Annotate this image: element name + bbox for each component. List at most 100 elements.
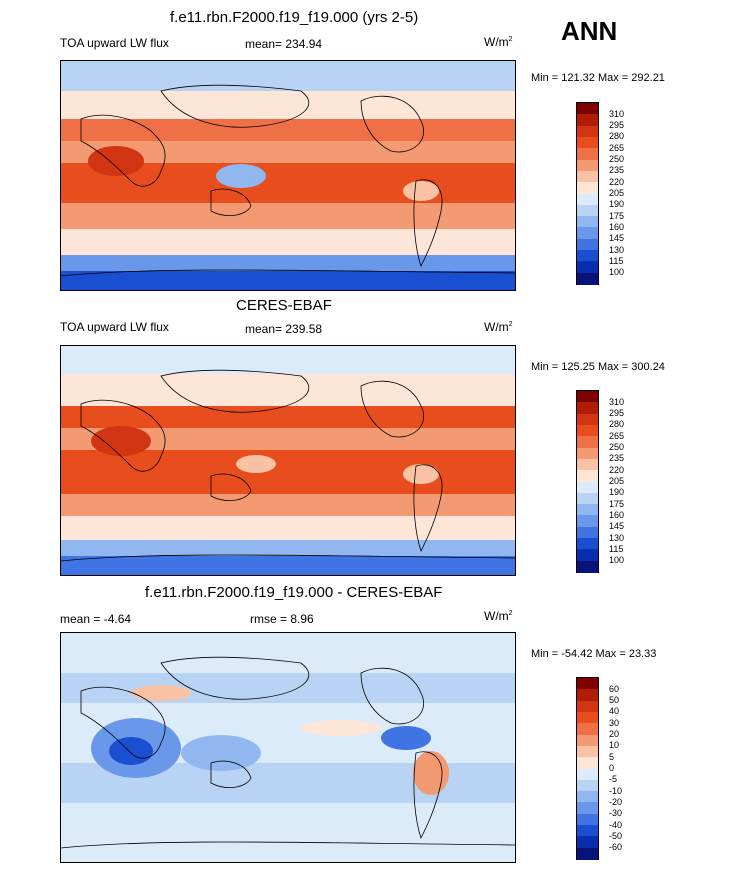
panel2-units-label: W/m2 <box>484 320 513 334</box>
colorbar-cell <box>577 836 598 849</box>
colorbar-cell <box>577 391 598 403</box>
colorbar-tick-label: 280 <box>609 419 625 430</box>
colorbar-tick-label: 205 <box>609 188 625 198</box>
colorbar-cell <box>577 768 598 781</box>
colorbar-tick-label: -10 <box>609 785 623 796</box>
colorbar-cell <box>577 402 598 415</box>
colorbar-cell <box>577 413 598 426</box>
colorbar-tick-label: -60 <box>609 842 623 853</box>
colorbar-cell <box>577 847 598 860</box>
colorbar-tick-label: 100 <box>609 267 625 278</box>
colorbar-cell <box>577 182 598 194</box>
colorbar-tick-label: 265 <box>609 142 625 153</box>
colorbar-cell <box>577 492 598 505</box>
colorbar-tick-label: 115 <box>609 543 624 554</box>
colorbar-cell <box>577 757 598 769</box>
colorbar-cell <box>577 689 598 702</box>
panel3-colorbar: 60 50 40 30 20 10 5 0 -5 -10 -20 -30 -40 -50 -60 <box>576 677 622 860</box>
colorbar-cell <box>577 136 598 149</box>
panel2-minmax: Min = 125.25 Max = 300.24 <box>531 361 665 373</box>
panel2-mean-label: mean= 239.58 <box>245 322 323 336</box>
colorbar-tick-label: 205 <box>609 476 625 486</box>
colorbar-cell <box>577 825 598 837</box>
panel1-units-label: W/m2 <box>484 35 513 49</box>
colorbar-cell <box>577 526 598 539</box>
colorbar-tick-label: 20 <box>609 729 620 740</box>
colorbar-cell <box>577 481 598 494</box>
season-label: ANN <box>561 16 618 46</box>
colorbar-cell <box>577 193 598 206</box>
panel3-mean-label: mean = -4.64 <box>60 612 132 626</box>
colorbar-tick-label: 130 <box>609 532 625 543</box>
panel2-colorbar: 310 295 280 265 250 235 220 205 190 175 160 145 130 1… <box>576 390 624 573</box>
colorbar-cell <box>577 424 598 437</box>
colorbar-cell <box>577 261 598 274</box>
colorbar-tick-label: -50 <box>609 830 623 841</box>
colorbar-tick-label: 190 <box>609 199 625 210</box>
colorbar-tick-label: 130 <box>609 244 625 255</box>
colorbar-cell <box>577 436 598 449</box>
colorbar-cell <box>577 103 598 115</box>
colorbar-cell <box>577 458 598 471</box>
colorbar-tick-label: 250 <box>609 442 625 453</box>
colorbar-tick-label: 10 <box>609 740 620 751</box>
panel1-map-svg <box>61 61 515 290</box>
colorbar-cell <box>577 549 598 562</box>
colorbar-cell <box>577 227 598 240</box>
colorbar-tick-label: 295 <box>609 120 625 131</box>
colorbar-tick-label: 160 <box>609 509 625 520</box>
panel1-minmax: Min = 121.32 Max = 292.21 <box>531 72 665 84</box>
colorbar-cell <box>577 447 598 460</box>
panel3-map <box>60 632 516 863</box>
colorbar-cell <box>577 779 598 792</box>
colorbar-cell <box>577 538 598 550</box>
colorbar-cell <box>577 700 598 713</box>
colorbar-tick-label: -40 <box>609 819 623 830</box>
colorbar-cell <box>577 216 598 228</box>
panel1-title: f.e11.rbn.F2000.f19_f19.000 (yrs 2-5) <box>170 9 419 26</box>
panel2-variable-label: TOA upward LW flux <box>60 320 169 334</box>
colorbar-cell <box>577 470 598 482</box>
colorbar-cell <box>577 711 598 724</box>
panel3-rmse-label: rmse = 8.96 <box>250 612 314 626</box>
colorbar-tick-label: 145 <box>609 521 625 532</box>
panel2-map-svg <box>61 346 515 575</box>
colorbar-cell <box>577 734 598 747</box>
colorbar-cell <box>577 678 598 690</box>
panel1-colorbar: 310 295 280 265 250 235 220 205 190 175 160 145 130 1… <box>576 102 624 285</box>
panel3-units-label: W/m2 <box>484 609 513 623</box>
colorbar-cell <box>577 813 598 826</box>
colorbar-tick-label: 30 <box>609 717 620 728</box>
colorbar-cell <box>577 170 598 183</box>
colorbar-tick-label: 115 <box>609 255 624 266</box>
colorbar-cell <box>577 238 598 251</box>
colorbar-tick-label: 5 <box>609 751 615 762</box>
colorbar-tick-label: 100 <box>609 555 625 566</box>
colorbar-cell <box>577 504 598 516</box>
colorbar-cell <box>577 745 598 758</box>
colorbar-tick-label: 235 <box>609 453 625 464</box>
colorbar-tick-label: 220 <box>609 464 625 475</box>
panel3-map-svg <box>61 633 515 862</box>
colorbar-tick-label: 145 <box>609 233 625 244</box>
colorbar-cell <box>577 204 598 217</box>
colorbar-cell <box>577 148 598 161</box>
colorbar-cell <box>577 560 598 573</box>
colorbar-tick-label: 175 <box>609 210 625 221</box>
colorbar-tick-label: -5 <box>609 774 618 785</box>
colorbar-cell <box>577 114 598 127</box>
colorbar-tick-label: 310 <box>609 396 625 407</box>
colorbar-tick-label: 265 <box>609 430 625 441</box>
panel2-title: CERES-EBAF <box>236 297 332 314</box>
colorbar-tick-label: -20 <box>609 796 623 807</box>
colorbar-cell <box>577 125 598 138</box>
colorbar-tick-label: 235 <box>609 165 625 176</box>
colorbar-tick-label: 40 <box>609 706 620 717</box>
colorbar-cell <box>577 515 598 528</box>
panel1-map <box>60 60 516 291</box>
colorbar-tick-label: 0 <box>609 763 615 773</box>
colorbar-tick-label: 310 <box>609 108 625 119</box>
colorbar-tick-label: 280 <box>609 131 625 142</box>
colorbar-cell <box>577 250 598 262</box>
panel1-variable-label: TOA upward LW flux <box>60 36 169 50</box>
